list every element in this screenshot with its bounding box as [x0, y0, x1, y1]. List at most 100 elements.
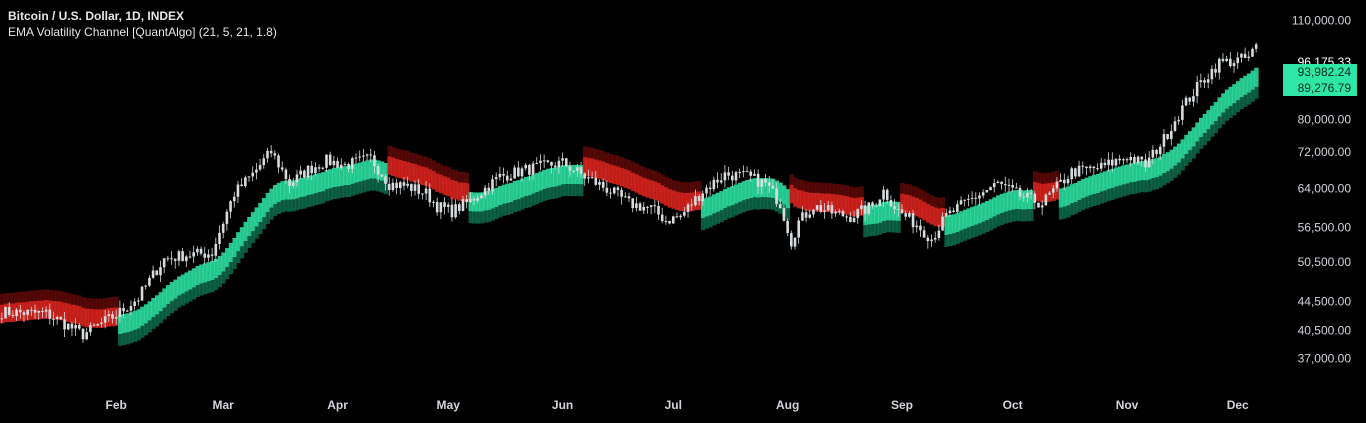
candle-down: [657, 205, 660, 215]
candle-down: [1004, 184, 1007, 186]
channel-segment-bull: [243, 221, 248, 241]
channel-shadow-bull: [557, 185, 562, 198]
channel-shadow-bull: [147, 320, 152, 333]
candle-up: [941, 216, 944, 231]
candle-down: [804, 212, 808, 218]
candle-up: [295, 174, 299, 183]
channel-segment-bull: [239, 227, 245, 247]
channel-segment-bear: [88, 308, 93, 328]
channel-segment-bull: [889, 201, 894, 221]
candle-up: [712, 179, 716, 190]
channel-segment-bull: [1062, 187, 1067, 207]
candle-down: [579, 167, 583, 174]
channel-shadow-bull: [715, 211, 720, 224]
channel-shadow-bear: [649, 169, 654, 181]
channel-segment-bull: [236, 232, 241, 252]
channel-shadow-bull: [970, 225, 975, 238]
channel-shadow-bull: [1128, 182, 1134, 195]
channel-segment-bull: [213, 258, 219, 279]
channel-segment-bear: [1032, 181, 1038, 201]
candle-up: [221, 223, 225, 233]
channel-shadow-bear: [106, 297, 112, 308]
candle-down: [919, 225, 922, 231]
channel-segment-bull: [118, 314, 123, 334]
candle-up: [1217, 58, 1221, 73]
channel-segment-bull: [1235, 81, 1241, 101]
channel-shadow-bull: [472, 211, 477, 224]
channel-shadow-bull: [202, 282, 208, 295]
channel-segment-bear: [800, 190, 805, 210]
channel-segment-bull: [309, 175, 315, 195]
channel-shadow-bear: [693, 181, 698, 192]
candle-up: [37, 310, 41, 313]
channel-segment-bull: [151, 297, 156, 318]
candle-up: [793, 237, 797, 247]
candle-up: [683, 211, 686, 216]
channel-segment-bull: [490, 189, 495, 209]
candle-down: [1011, 185, 1014, 188]
channel-segment-bull: [520, 178, 525, 198]
candle-down: [1015, 187, 1018, 189]
channel-segment-bull: [712, 194, 717, 214]
channel-upper-badge: [1283, 64, 1357, 80]
candle-down: [550, 161, 553, 166]
price-tick-label: 64,000.00: [1298, 182, 1352, 196]
candle-down: [568, 166, 572, 171]
candle-up: [0, 318, 4, 320]
candle-up: [74, 325, 77, 329]
channel-shadow-bear: [900, 183, 905, 194]
time-tick-label: Dec: [1227, 398, 1249, 412]
channel-shadow-bear: [11, 292, 16, 304]
channel-shadow-bull: [1224, 108, 1230, 121]
channel-shadow-bull: [265, 212, 270, 225]
channel-shadow-bear: [25, 291, 31, 302]
channel-segment-bull: [1077, 180, 1082, 201]
symbol-title[interactable]: Bitcoin / U.S. Dollar, 1D, INDEX: [8, 9, 185, 23]
candle-down: [328, 154, 332, 166]
channel-shadow-bull: [704, 216, 709, 229]
candle-down: [59, 317, 63, 320]
channel-shadow-bull: [494, 206, 499, 219]
channel-segment-bull: [125, 313, 130, 333]
channel-shadow-bear: [907, 184, 912, 195]
indicator-label[interactable]: EMA Volatility Channel [QuantAlgo] (21, …: [8, 25, 277, 39]
channel-segment-bear: [833, 194, 839, 213]
channel-shadow-bull: [1239, 97, 1244, 110]
channel-segment-bear: [402, 160, 407, 180]
channel-segment-bull: [143, 304, 149, 324]
channel-shadow-bull: [280, 200, 285, 213]
channel-segment-bull: [121, 314, 127, 334]
channel-shadow-bear: [73, 294, 79, 306]
channel-shadow-bull: [206, 281, 211, 294]
channel-segment-bull: [1217, 97, 1222, 117]
channel-shadow-bull: [752, 197, 757, 210]
candle-down: [764, 179, 767, 183]
candle-up: [664, 220, 668, 222]
candle-up: [1070, 168, 1073, 180]
candle-up: [797, 220, 800, 238]
price-axis[interactable]: 110,000.00 80,000.00 72,000.00 64,000.00 56,…: [1283, 13, 1357, 366]
channel-segment-bull: [365, 160, 370, 180]
channel-shadow-bear: [634, 163, 639, 175]
channel-segment-bull: [505, 183, 510, 203]
channel-shadow-bear: [859, 186, 864, 198]
channel-segment-bull: [700, 199, 706, 219]
channel-segment-bull: [763, 178, 768, 198]
time-axis[interactable]: Feb Mar Apr May Jun Jul Aug Sep Oct Nov Dec: [106, 398, 1250, 412]
candle-down: [417, 184, 421, 194]
candle-down: [690, 204, 694, 206]
candle-up: [398, 182, 402, 189]
channel-segment-bull: [154, 295, 160, 315]
channel-segment-bear: [844, 196, 850, 215]
candle-down: [1125, 159, 1129, 161]
channel-segment-bull: [726, 187, 732, 207]
channel-shadow-bull: [309, 194, 315, 207]
channel-shadow-bear: [387, 145, 392, 157]
channel-segment-bull: [1103, 171, 1108, 191]
channel-segment-bull: [878, 203, 883, 223]
channel-shadow-bull: [981, 221, 986, 234]
channel-shadow-bear: [0, 294, 5, 305]
channel-shadow-bull: [276, 202, 281, 214]
